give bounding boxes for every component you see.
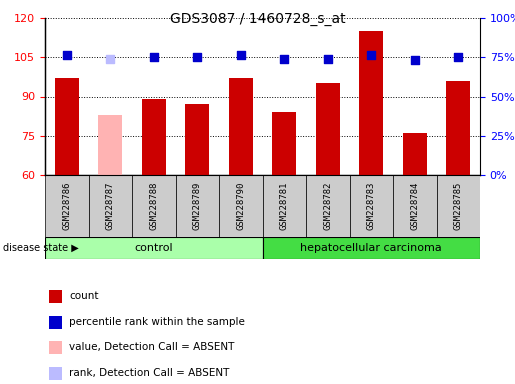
Point	[454, 54, 462, 60]
Point	[150, 54, 158, 60]
Bar	[316, 83, 340, 175]
Bar	[219, 175, 263, 237]
Bar	[350, 175, 393, 237]
Text: GSM228788: GSM228788	[149, 182, 158, 230]
Bar	[49, 367, 61, 380]
Bar	[176, 175, 219, 237]
Bar	[272, 112, 296, 175]
Bar	[49, 290, 61, 303]
Point	[193, 54, 201, 60]
Point	[410, 57, 419, 63]
Text: count: count	[69, 291, 98, 301]
Bar	[263, 237, 480, 259]
Bar	[229, 78, 253, 175]
Text: GSM228785: GSM228785	[454, 182, 463, 230]
Bar	[437, 175, 480, 237]
Bar	[132, 175, 176, 237]
Text: control: control	[134, 243, 173, 253]
Text: GSM228782: GSM228782	[323, 182, 332, 230]
Text: GSM228789: GSM228789	[193, 182, 202, 230]
Point	[63, 51, 71, 58]
Text: GSM228790: GSM228790	[236, 182, 245, 230]
Bar	[98, 115, 122, 175]
Text: percentile rank within the sample: percentile rank within the sample	[69, 317, 245, 327]
Text: GSM228784: GSM228784	[410, 182, 419, 230]
Bar	[142, 99, 166, 175]
Bar	[393, 175, 437, 237]
Bar	[359, 31, 383, 175]
Bar	[185, 104, 209, 175]
Text: GSM228781: GSM228781	[280, 182, 289, 230]
Bar	[45, 175, 89, 237]
Text: hepatocellular carcinoma: hepatocellular carcinoma	[300, 243, 442, 253]
Bar	[55, 78, 79, 175]
Bar	[89, 175, 132, 237]
Point	[280, 55, 288, 61]
Text: GSM228783: GSM228783	[367, 182, 376, 230]
Bar	[45, 237, 263, 259]
Bar	[447, 81, 470, 175]
Text: GSM228787: GSM228787	[106, 182, 115, 230]
Text: GSM228786: GSM228786	[62, 182, 71, 230]
Point	[367, 51, 375, 58]
Text: value, Detection Call = ABSENT: value, Detection Call = ABSENT	[69, 343, 234, 353]
Bar	[403, 133, 427, 175]
Text: rank, Detection Call = ABSENT: rank, Detection Call = ABSENT	[69, 368, 229, 378]
Text: GDS3087 / 1460728_s_at: GDS3087 / 1460728_s_at	[169, 12, 346, 26]
Bar	[306, 175, 350, 237]
Bar	[49, 316, 61, 329]
Point	[106, 55, 114, 61]
Point	[236, 51, 245, 58]
Point	[323, 55, 332, 61]
Text: disease state ▶: disease state ▶	[3, 243, 78, 253]
Bar	[49, 341, 61, 354]
Bar	[263, 175, 306, 237]
